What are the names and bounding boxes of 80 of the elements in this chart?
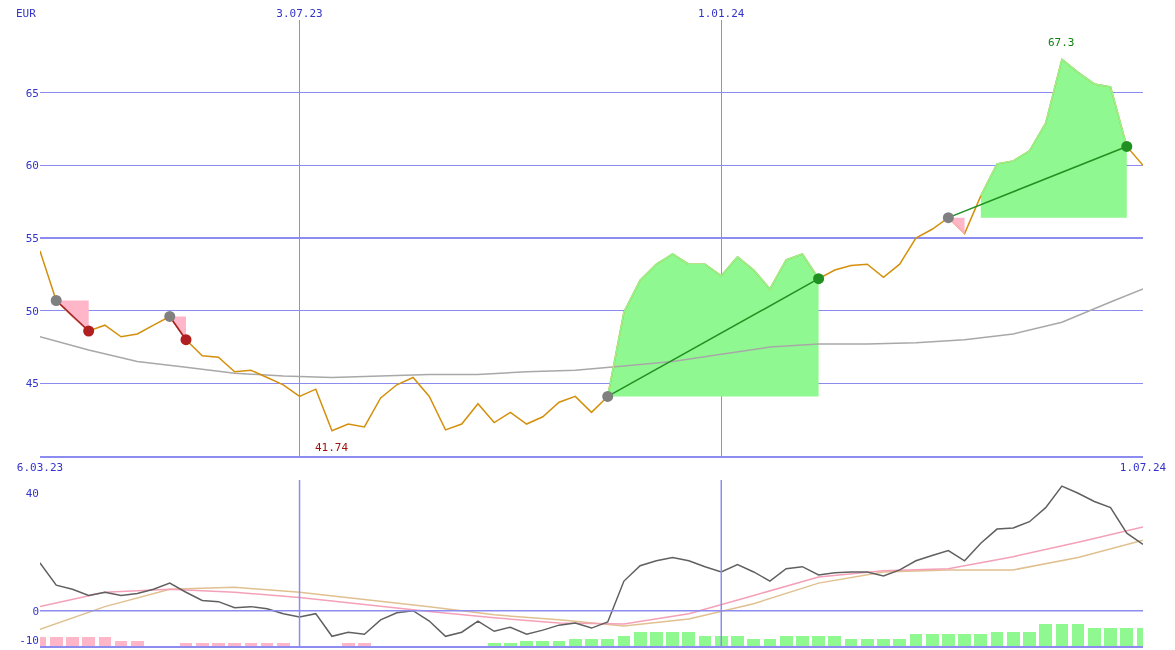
bar [358,643,371,646]
bar [179,643,193,646]
bar [747,638,761,646]
y-tick-label: 0 [32,604,39,618]
y-tick-label: 60 [25,159,39,173]
bar [568,638,582,646]
bar [893,638,907,646]
line-series [40,288,1143,379]
point [942,212,954,224]
y-tick-label: 65 [25,86,39,100]
line-series [40,485,1143,638]
bar [909,634,923,646]
point [83,325,95,337]
bar [731,636,744,646]
x2-tick-label: 1.01.24 [698,6,745,20]
y-tick-label: 45 [25,377,39,391]
bar [779,636,793,646]
x2-tick-label: 3.07.23 [276,6,323,20]
bar [487,643,501,646]
bar [974,634,988,646]
bar [860,638,874,646]
bar [925,634,939,646]
point [50,294,62,306]
bar [130,641,144,646]
bar [260,643,274,646]
x-tick-label: 1.07.24 [1119,461,1167,475]
bar [682,632,696,646]
bar [796,636,809,646]
bar [601,638,615,646]
bar [1006,632,1020,646]
bar [66,637,79,646]
line-series [40,539,1143,630]
bar [114,641,128,646]
bar [828,636,842,646]
y-tick-label: 40 [25,487,39,501]
bar [698,636,712,646]
bar [520,641,533,646]
bar [1104,627,1117,646]
bar [1120,627,1134,646]
bar [812,636,825,646]
bar [212,643,225,646]
bar [1071,623,1085,646]
bar [585,638,598,646]
bar [990,632,1004,646]
bar [1087,627,1101,646]
bar [1039,623,1053,646]
bar [341,643,355,646]
x-tick-label: 6.03.23 [16,461,64,475]
bar [49,637,63,646]
y-tick-label: 50 [25,304,39,318]
bar [504,643,517,646]
bar [714,636,728,646]
point [180,334,192,346]
bar [98,637,112,646]
bar [1055,623,1069,646]
bar [276,643,290,646]
point [1121,140,1133,152]
annotation: 67.3 [1048,36,1075,49]
point [602,390,614,402]
bar [666,632,679,646]
bar [228,643,242,646]
bar [877,638,890,646]
bar [633,632,647,646]
y-tick-label: 55 [25,231,39,245]
y-axis-title: EUR [16,7,37,20]
bar [617,636,631,646]
y-tick-label: -10 [19,633,39,647]
bar [195,643,209,646]
bar [536,641,550,646]
bar [1023,632,1036,646]
line-series [40,526,1143,625]
point [813,273,825,285]
bar [941,634,955,646]
point [164,310,176,322]
bar [650,632,663,646]
annotation: 41.74 [315,441,349,454]
bar [552,641,566,646]
bar [244,643,258,646]
bar [82,637,96,646]
bar [958,634,971,646]
